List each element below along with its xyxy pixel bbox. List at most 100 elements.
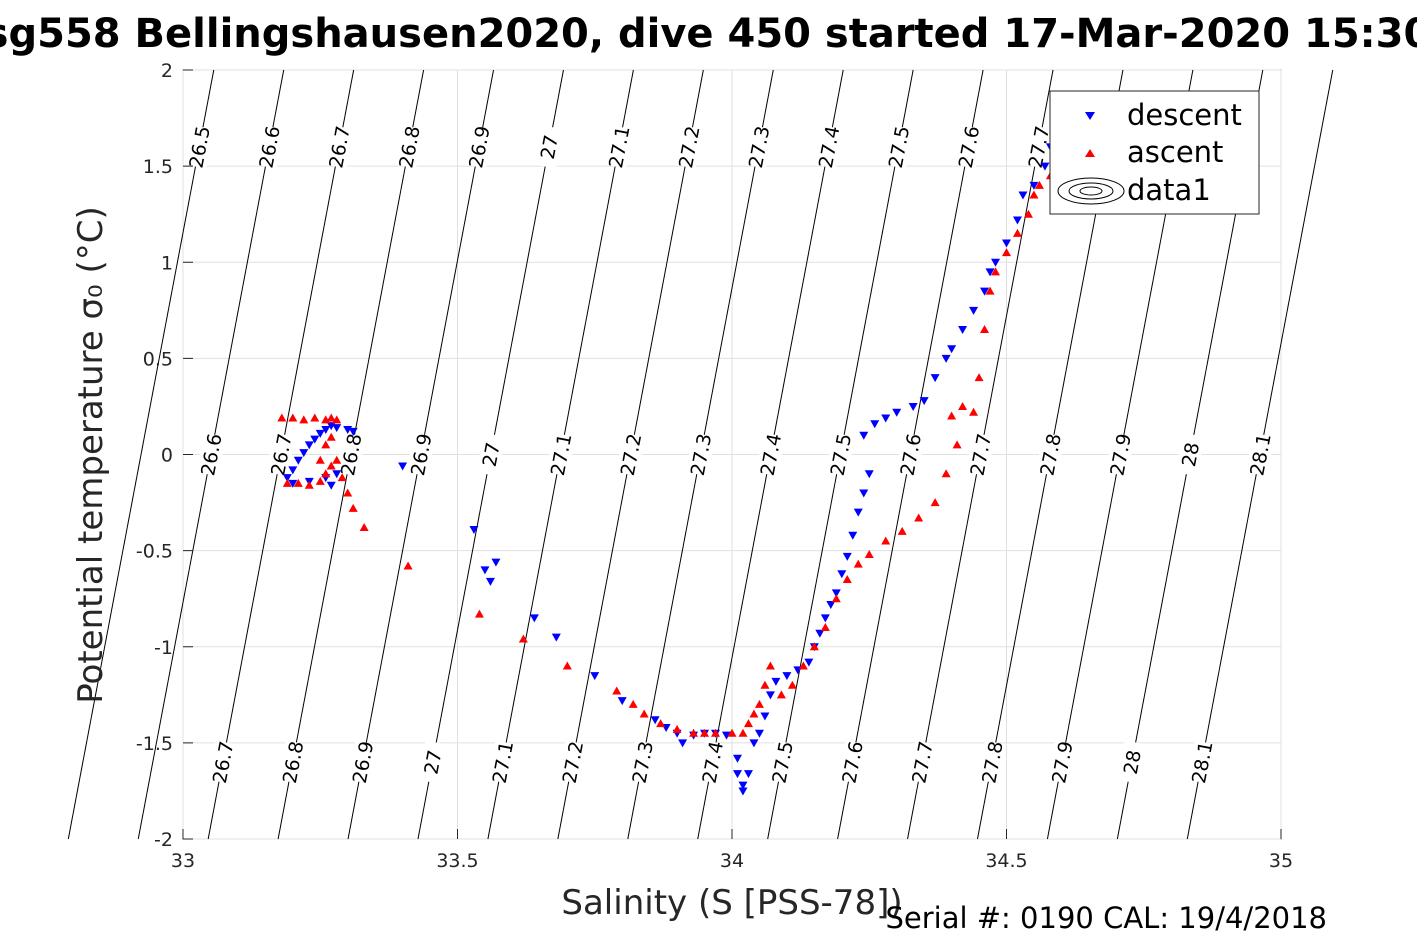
y-tick-label: -1.5 — [136, 733, 173, 755]
ascent-point — [700, 728, 710, 737]
contour-label-bg — [1175, 432, 1205, 477]
x-tick-label: 34.5 — [985, 850, 1027, 872]
descent-point — [941, 354, 951, 363]
descent-point — [469, 525, 479, 534]
y-tick-label: 1 — [161, 252, 173, 274]
contour-label-bg — [324, 125, 354, 169]
y-tick-label: -0.5 — [136, 541, 173, 563]
y-tick-label: 2 — [161, 60, 173, 82]
descent-point — [1012, 216, 1022, 225]
descent-point — [321, 426, 331, 435]
x-tick-label: 35 — [1269, 850, 1293, 872]
contour-label-bg — [278, 740, 308, 784]
descent-point — [749, 739, 759, 748]
legend-marker-descent — [1085, 112, 1095, 120]
ascent-point — [991, 267, 1001, 276]
y-tick-label: 0 — [161, 445, 173, 467]
ascent-point — [947, 411, 957, 420]
legend-label-descent: descent — [1127, 98, 1242, 132]
descent-point — [293, 456, 303, 465]
descent-point — [859, 431, 869, 440]
density-contour — [67, 69, 215, 840]
ascent-point — [315, 455, 325, 464]
ascent-point — [930, 498, 940, 507]
descent-point — [754, 729, 764, 738]
ascent-point — [628, 699, 638, 708]
contour-label-bg — [1117, 740, 1147, 784]
descent-point — [732, 754, 742, 763]
contour-label-bg — [977, 740, 1007, 784]
descent-point — [282, 474, 292, 483]
descent-point — [1029, 181, 1039, 190]
descent-point — [722, 731, 732, 740]
ascent-point — [765, 661, 775, 670]
legend: descent ascent data1 — [1049, 90, 1260, 215]
descent-point — [288, 466, 298, 475]
descent-point — [870, 420, 880, 429]
descent-point — [908, 402, 918, 411]
ascent-point — [326, 461, 336, 470]
descent-point — [678, 739, 688, 748]
contour-label-bg — [697, 740, 727, 784]
ascent-point — [304, 480, 314, 489]
descent-point — [930, 374, 940, 383]
descent-point — [617, 697, 627, 706]
contour-label-bg — [686, 432, 716, 477]
ascent-point — [881, 536, 891, 545]
descent-point — [491, 558, 501, 567]
y-tick-label: -2 — [154, 829, 173, 851]
ascent-point — [842, 574, 852, 583]
descent-point — [848, 531, 858, 540]
descent-point — [815, 629, 825, 638]
ascent-point — [809, 642, 819, 651]
ascent-point — [359, 523, 369, 532]
contour-label-bg — [1023, 125, 1053, 169]
contour-label: 27 — [537, 133, 563, 161]
series-descent — [282, 124, 1072, 796]
descent-point — [980, 287, 990, 296]
descent-point — [820, 614, 830, 623]
descent-point — [881, 414, 891, 423]
descent-point — [985, 268, 995, 277]
ascent-point — [798, 661, 808, 670]
contour-label-bg — [546, 432, 576, 477]
contour-label-bg — [1187, 740, 1217, 784]
descent-point — [859, 489, 869, 498]
descent-point — [771, 677, 781, 686]
descent-point — [332, 470, 342, 479]
legend-contour-icon — [1057, 177, 1125, 205]
contour-label-bg — [965, 432, 995, 477]
ascent-point — [1023, 209, 1033, 218]
ascent-point — [288, 413, 298, 422]
contour-label-bg — [254, 125, 284, 169]
descent-point — [738, 781, 748, 790]
ascent-point — [348, 503, 358, 512]
ascent-point — [897, 526, 907, 535]
contour-label-bg — [755, 432, 785, 477]
contour-label-bg — [1105, 432, 1135, 477]
x-tick-label: 33 — [171, 850, 195, 872]
ascent-point — [914, 513, 924, 522]
descent-point — [332, 424, 342, 433]
descent-point — [315, 429, 325, 438]
ascent-point — [727, 728, 737, 737]
legend-box — [1049, 90, 1260, 215]
contour-label-bg — [1047, 740, 1077, 784]
contour-label-bg — [336, 432, 366, 477]
contour-label-bg — [184, 125, 214, 169]
descent-point — [991, 258, 1001, 267]
descent-point — [398, 462, 408, 471]
contour-label: 28 — [1178, 441, 1204, 469]
descent-point — [782, 672, 792, 681]
ascent-point — [518, 634, 528, 643]
contour-label-bg — [464, 125, 494, 169]
descent-point — [804, 658, 814, 667]
y-axis-label: Potential temperature σ₀ (°C) — [71, 206, 111, 704]
ascent-point — [321, 469, 331, 478]
ascent-point — [760, 680, 770, 689]
ascent-point — [969, 407, 979, 416]
contour-label-bg — [837, 740, 867, 784]
legend-marker-ascent — [1085, 149, 1095, 157]
contour-label-bg — [476, 432, 506, 477]
descent-point — [892, 408, 902, 417]
